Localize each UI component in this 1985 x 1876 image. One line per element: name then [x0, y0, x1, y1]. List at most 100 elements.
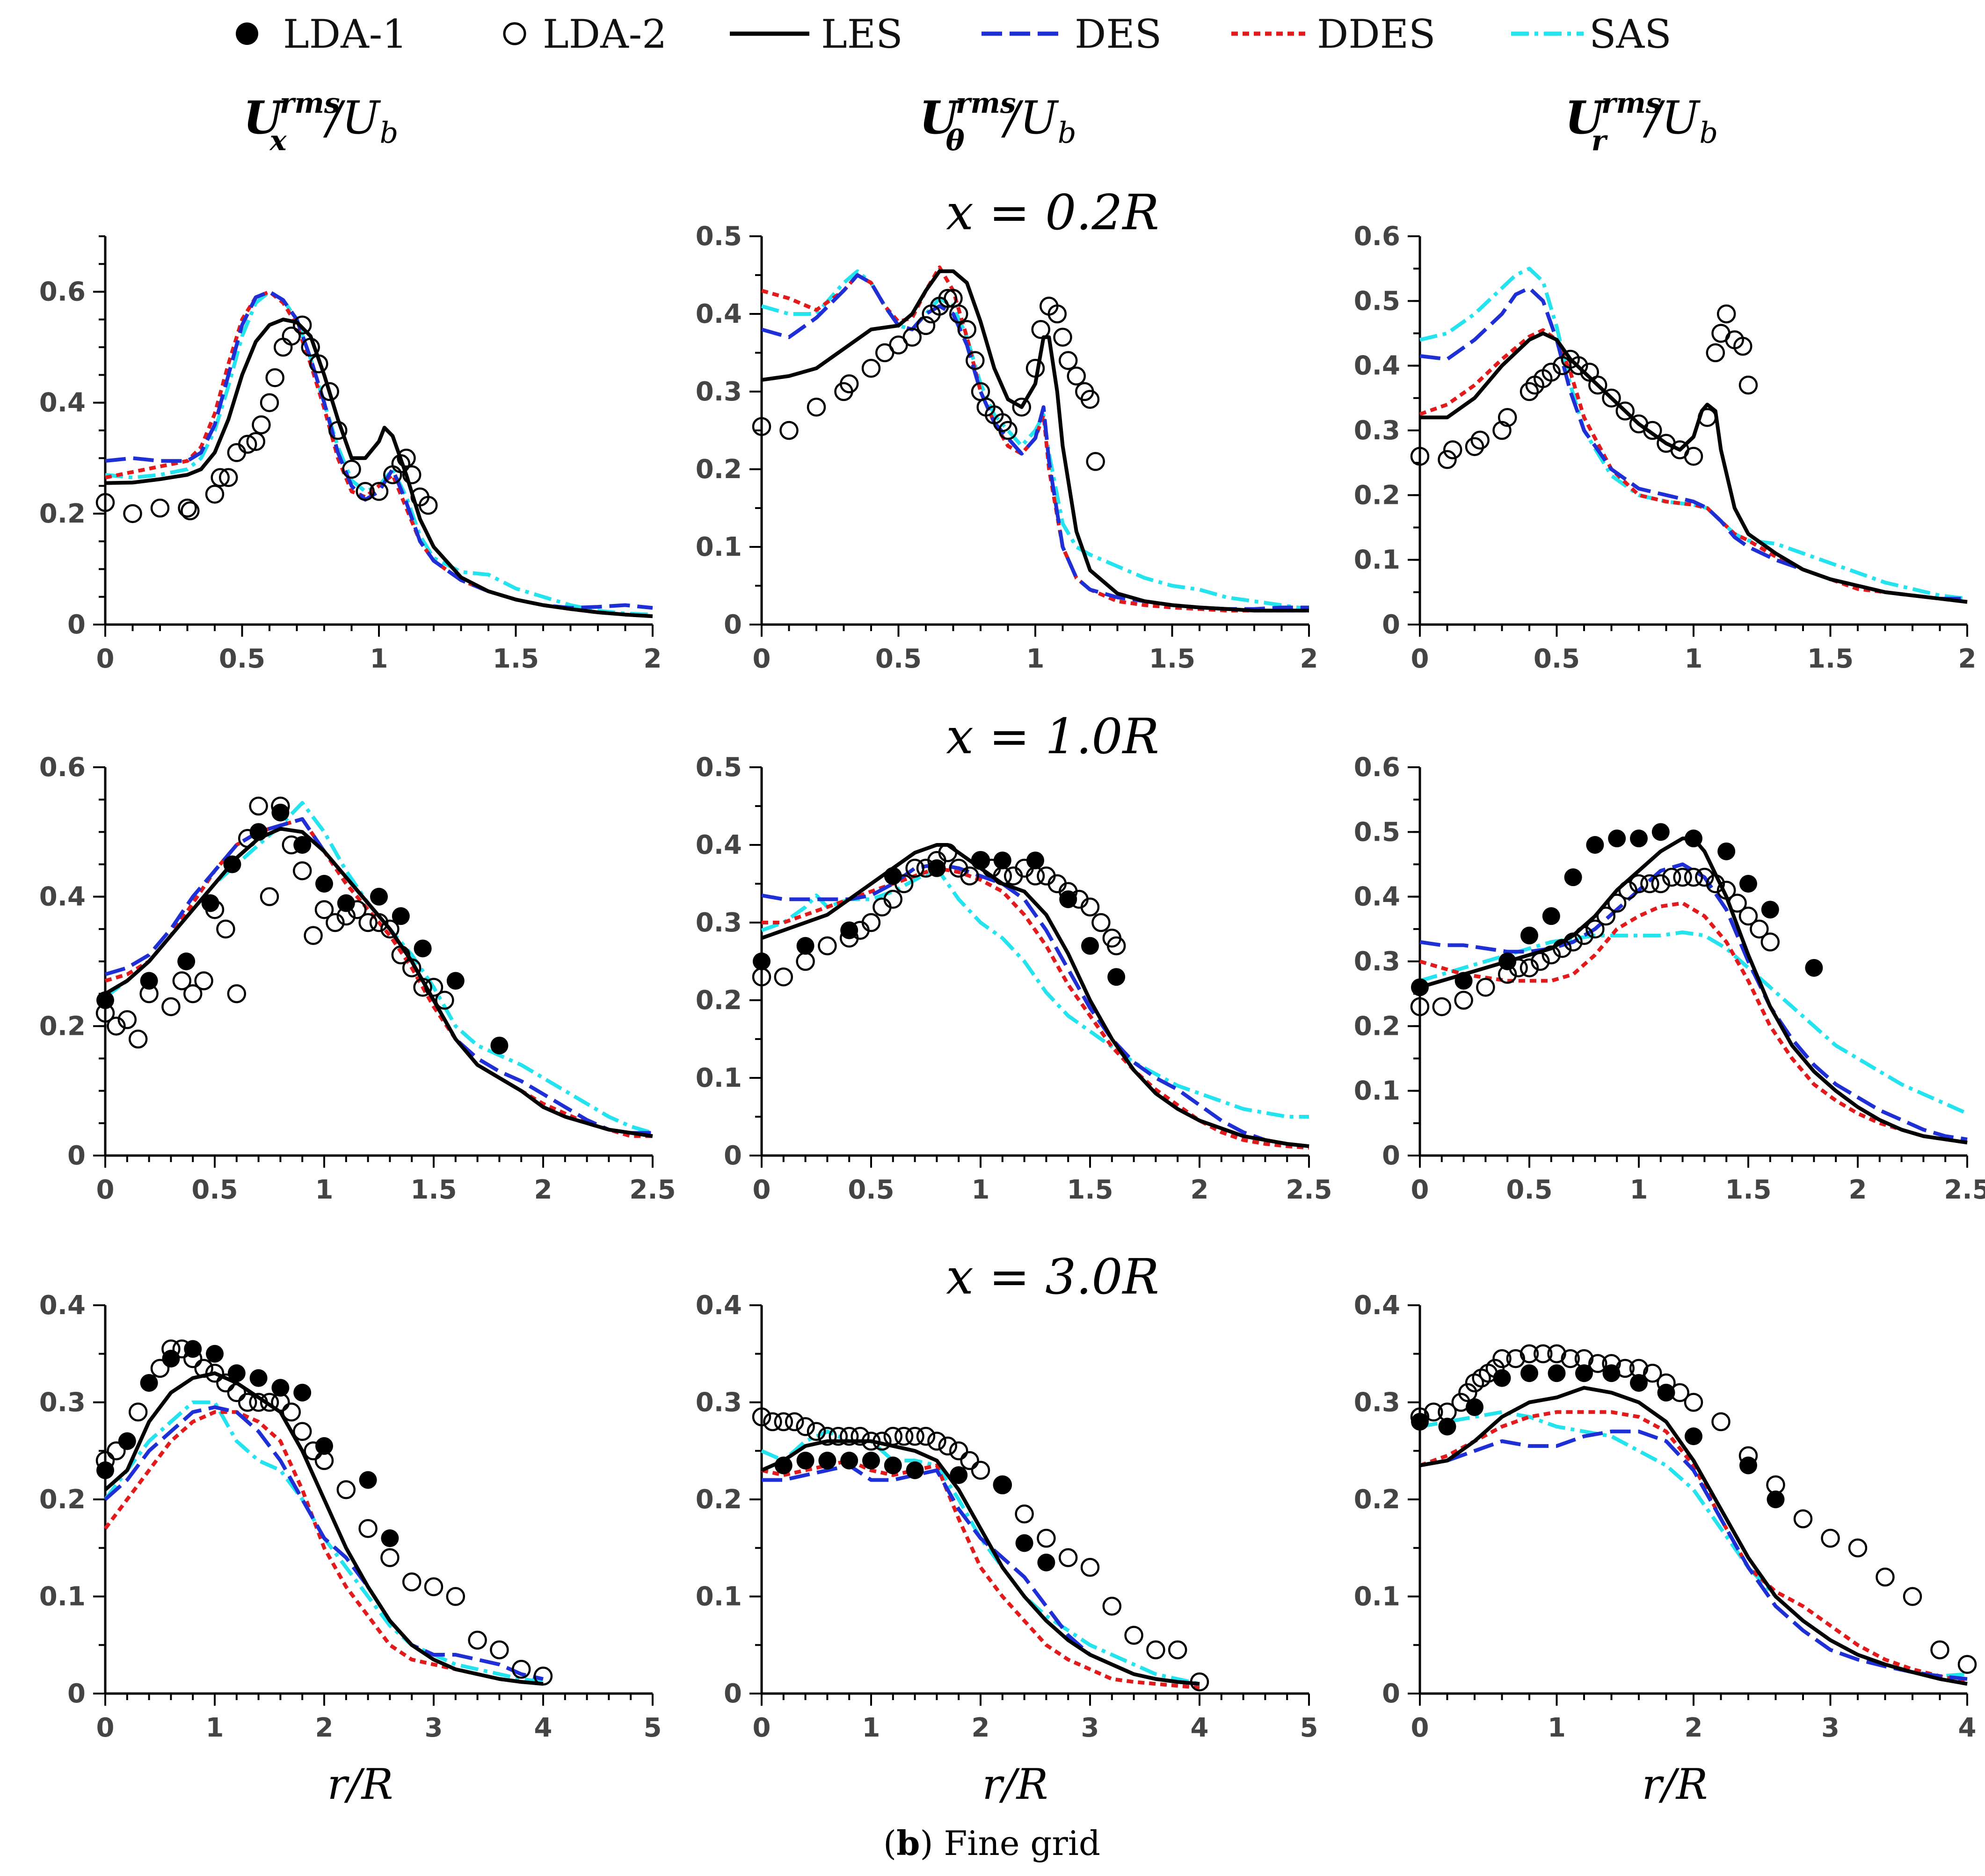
- data-point-lda-2: [1563, 932, 1583, 952]
- data-point-lda-2: [249, 796, 268, 816]
- x-axis-label: r/R: [1642, 1760, 1708, 1809]
- x-tick-label: 0.5: [191, 1175, 238, 1205]
- y-tick-label: 0: [724, 610, 742, 640]
- data-point-lda-2: [796, 1417, 815, 1436]
- data-point-lda-2: [1454, 990, 1473, 1010]
- y-tick-label: 0.2: [696, 1484, 742, 1515]
- data-point-lda-1: [1411, 1413, 1429, 1431]
- data-point-lda-2: [123, 504, 142, 524]
- x-tick-label: 1: [862, 1713, 880, 1743]
- data-point-lda-2: [1643, 421, 1662, 440]
- data-point-lda-1: [993, 851, 1011, 870]
- series-line-sas: [761, 1429, 1200, 1686]
- data-point-lda-2: [380, 1548, 400, 1567]
- data-point-lda-1: [249, 823, 268, 841]
- y-tick-label: 0: [1382, 610, 1400, 640]
- x-tick-label: 1.5: [410, 1175, 457, 1205]
- y-tick-label: 0: [1382, 1679, 1400, 1709]
- data-point-lda-2: [1728, 894, 1747, 913]
- x-tick-label: 4: [1958, 1713, 1977, 1743]
- data-point-lda-2: [227, 1383, 247, 1402]
- x-tick-label: 3: [1081, 1713, 1099, 1743]
- data-point-lda-2: [938, 289, 958, 308]
- data-point-lda-1: [1466, 1398, 1483, 1416]
- y-tick-label: 0.3: [1354, 946, 1400, 977]
- data-point-lda-2: [949, 1441, 968, 1461]
- data-point-lda-2: [205, 1364, 225, 1383]
- data-point-lda-1: [96, 991, 114, 1009]
- x-tick-label: 0: [1411, 1713, 1429, 1743]
- x-tick-label: 0: [753, 1175, 771, 1205]
- x-tick-label: 2: [1300, 644, 1318, 674]
- data-point-lda-2: [829, 1426, 848, 1446]
- x-tick-label: 0: [96, 1175, 115, 1205]
- data-point-lda-2: [1146, 1640, 1165, 1659]
- data-point-lda-2: [1876, 1567, 1895, 1587]
- series-line-ddes: [1419, 328, 1968, 604]
- y-tick-label: 0.6: [39, 277, 86, 307]
- data-point-lda-2: [1012, 397, 1031, 417]
- data-point-lda-2: [1124, 1626, 1143, 1645]
- x-tick-label: 1.5: [1807, 644, 1854, 674]
- data-point-lda-1: [201, 894, 219, 912]
- data-point-lda-2: [490, 1640, 509, 1659]
- y-tick-label: 0.3: [39, 1388, 86, 1418]
- data-point-lda-2: [397, 449, 416, 468]
- data-point-lda-2: [369, 913, 389, 932]
- data-point-lda-2: [1015, 1504, 1034, 1524]
- data-point-lda-2: [1547, 1344, 1566, 1363]
- y-tick-label: 0: [724, 1141, 742, 1171]
- data-point-lda-1: [249, 1369, 268, 1387]
- data-point-lda-1: [293, 836, 312, 854]
- data-point-lda-2: [1190, 1672, 1209, 1692]
- data-point-lda-1: [96, 1461, 114, 1479]
- data-point-lda-2: [1106, 936, 1126, 956]
- y-tick-label: 0.4: [1354, 351, 1400, 381]
- series-line-sas: [761, 866, 1309, 1119]
- data-point-lda-2: [282, 327, 301, 346]
- x-tick-label: 1.5: [493, 644, 539, 674]
- x-tick-label: 0.5: [848, 1175, 894, 1205]
- x-tick-label: 4: [534, 1713, 553, 1743]
- panel-ur-x02: 0 0.5 1 1.5 2 0 0.1 0.2 0.3 0.4 0.5 0.6: [1354, 221, 1977, 674]
- data-point-lda-2: [369, 482, 389, 501]
- data-point-lda-1: [293, 1383, 312, 1402]
- data-point-lda-2: [1465, 437, 1484, 456]
- data-point-lda-2: [873, 1432, 892, 1451]
- data-point-lda-2: [916, 316, 936, 335]
- data-point-lda-1: [862, 1452, 880, 1469]
- y-tick-label: 0.2: [39, 499, 86, 529]
- series-line-les: [105, 317, 653, 618]
- data-point-lda-2: [260, 887, 279, 906]
- data-point-lda-2: [413, 978, 432, 997]
- data-point-lda-2: [785, 1412, 804, 1432]
- data-point-lda-1: [796, 1452, 814, 1469]
- y-tick-label: 0.1: [1354, 1076, 1400, 1106]
- data-point-lda-1: [840, 1452, 858, 1469]
- data-point-lda-2: [150, 498, 170, 518]
- data-point-lda-1: [1685, 1427, 1702, 1446]
- y-tick-label: 0.6: [1354, 752, 1400, 783]
- legend-item-sas: SAS: [1511, 11, 1672, 57]
- data-point-lda-2: [265, 368, 284, 387]
- data-point-lda-2: [1168, 1640, 1187, 1659]
- y-tick-label: 0.1: [1354, 1582, 1400, 1612]
- data-point-lda-2: [1640, 874, 1659, 894]
- data-point-lda-2: [216, 1373, 235, 1393]
- data-point-lda-2: [1086, 452, 1105, 471]
- legend-item-ddes: DDES: [1231, 11, 1436, 57]
- data-point-lda-2: [1531, 952, 1550, 971]
- y-tick-label: 0.4: [696, 299, 742, 329]
- data-point-lda-2: [1596, 906, 1616, 926]
- data-point-lda-2: [1738, 906, 1758, 926]
- data-point-lda-2: [1037, 1528, 1056, 1548]
- data-point-lda-2: [1706, 874, 1725, 894]
- y-tick-label: 0.1: [696, 1063, 742, 1093]
- data-point-lda-2: [960, 1451, 979, 1470]
- series-line-des: [1419, 1429, 1968, 1681]
- data-point-lda-2: [468, 1630, 487, 1650]
- data-point-lda-2: [1684, 1393, 1703, 1412]
- data-point-lda-2: [1673, 867, 1692, 887]
- legend-item-des: DES: [982, 11, 1162, 57]
- data-point-lda-2: [905, 858, 924, 878]
